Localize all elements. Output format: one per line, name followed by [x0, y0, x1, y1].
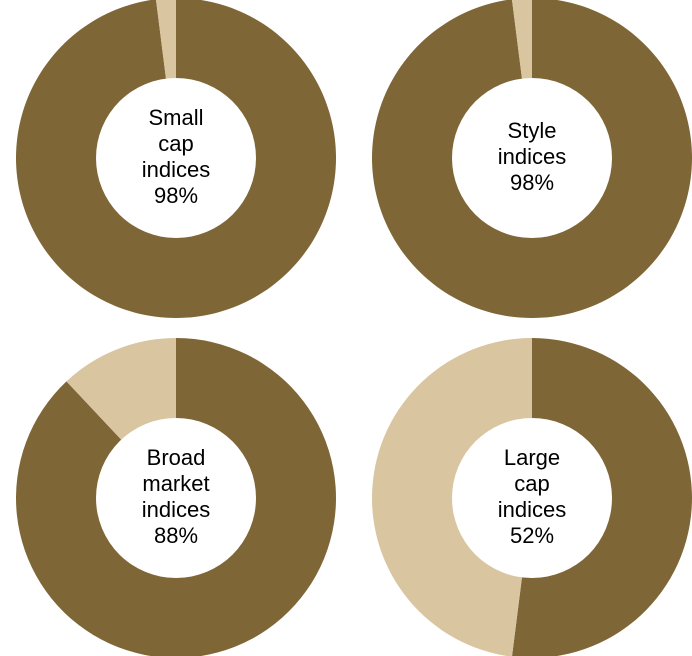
donut-category-label: market	[142, 471, 209, 496]
donut-percent-label: 98%	[510, 170, 554, 195]
donut-percent-label: 52%	[510, 523, 554, 548]
donut-hole	[452, 418, 612, 578]
donut-category-label: Broad	[147, 445, 206, 470]
donut-hole	[96, 418, 256, 578]
donut-category-label: Large	[504, 445, 560, 470]
donut-category-label: cap	[158, 131, 193, 156]
donut-category-label: indices	[142, 497, 210, 522]
donut-hole	[96, 78, 256, 238]
donut-category-label: cap	[514, 471, 549, 496]
donut-category-label: Style	[508, 118, 557, 143]
donut-percent-label: 98%	[154, 183, 198, 208]
donut-hole	[452, 78, 612, 238]
donut-slice-other	[372, 338, 532, 656]
donut-category-label: indices	[498, 144, 566, 169]
donut-category-label: indices	[498, 497, 566, 522]
donut-category-label: indices	[142, 157, 210, 182]
donut-percent-label: 88%	[154, 523, 198, 548]
donut-category-label: Small	[148, 105, 203, 130]
